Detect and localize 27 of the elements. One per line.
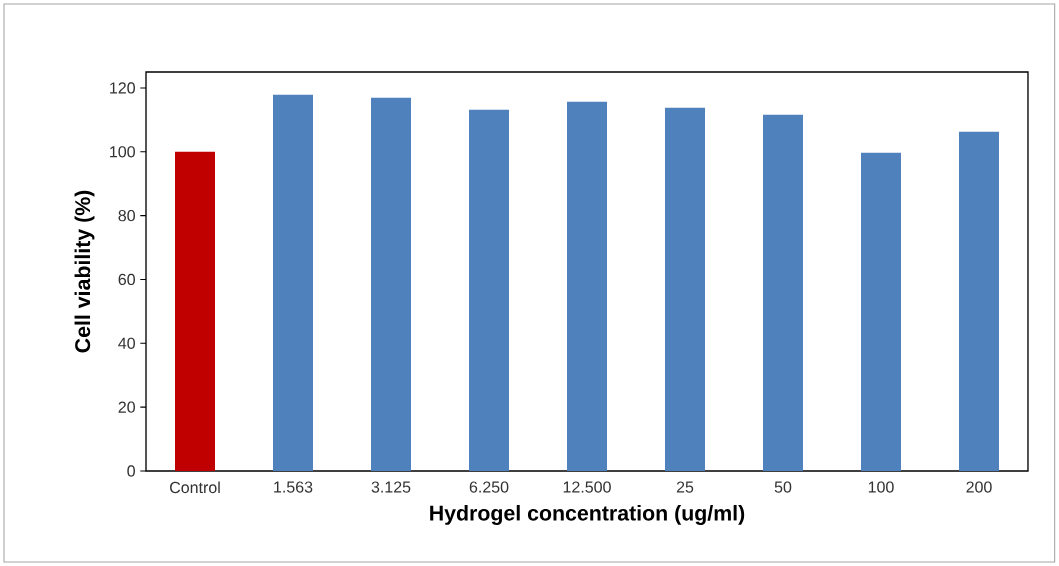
y-tick-label: 80 [118,209,135,222]
x-tick-label: 12.500 [563,481,611,493]
x-tick-label: 25 [676,481,694,493]
y-tick-label: 20 [118,401,135,413]
x-tick-label: 200 [966,481,992,493]
x-tick-label: 6.250 [469,481,509,493]
x-tick-label: 100 [868,481,894,493]
y-tick-label: 60 [118,273,135,286]
bar [958,131,999,471]
x-tick-label: 1.563 [274,481,313,493]
x-tick-label: Control [170,481,220,494]
bar [175,151,216,471]
bar [371,97,411,471]
bar [762,114,803,471]
y-tick-label: 100 [110,146,135,158]
bar [469,109,509,471]
bar [860,152,901,471]
x-axis-title: Hydrogel concentration (ug/ml) [430,504,745,525]
y-tick-label: 40 [118,337,135,349]
bar [273,94,313,471]
y-axis-title: Cell viability (%) [74,190,95,353]
x-tick-label: 3.125 [371,481,411,493]
bar [664,107,705,471]
y-tick-label: 120 [110,82,135,94]
x-tick-label: 50 [774,481,792,493]
y-tick-label: 0 [127,465,135,477]
bar [567,101,607,471]
